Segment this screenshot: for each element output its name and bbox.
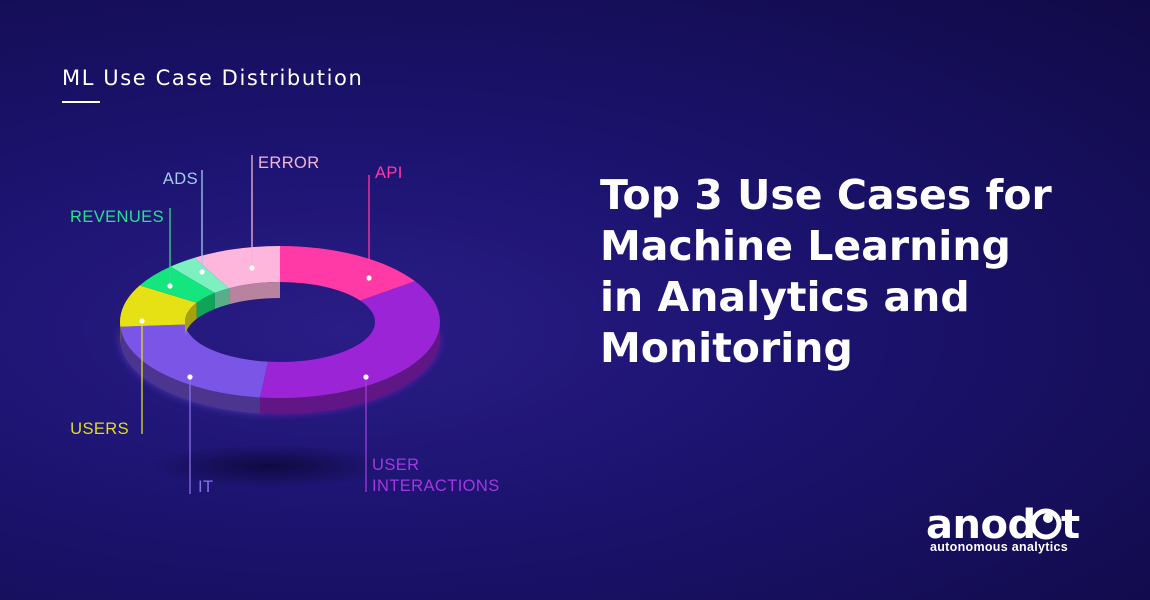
- slice-ads: [170, 257, 230, 293]
- anodot-logo: anod t: [926, 502, 1080, 548]
- label-error: ERROR: [258, 154, 320, 172]
- leader-dot-user-interactions: [363, 374, 369, 380]
- slice-error: [194, 246, 280, 289]
- leader-dot-api: [366, 275, 372, 281]
- brand-tagline: autonomous analytics: [930, 540, 1068, 554]
- side-user-interactions: [259, 322, 441, 415]
- inner-wall-ads: [214, 288, 230, 309]
- donut-chart: API USER INTERACTIONS IT USERS REVENUES ADS ERR…: [70, 154, 500, 496]
- chart-subtitle: ML Use Case Distribution: [62, 66, 364, 90]
- inner-wall-revenues: [196, 292, 215, 319]
- slice-user-interactions: [259, 281, 441, 399]
- logo-wordmark: anod: [926, 502, 1036, 548]
- slice-revenues: [139, 266, 215, 303]
- headline-line-3: in Analytics and: [600, 273, 970, 321]
- slice-it: [120, 324, 269, 398]
- leader-dot-ads: [199, 269, 205, 275]
- inner-wall-error: [229, 282, 280, 305]
- label-users: USERS: [70, 420, 129, 438]
- leader-dot-revenues: [167, 283, 173, 289]
- label-user-interactions-part-1: USER: [372, 456, 419, 474]
- logo-wordmark-end: t: [1061, 502, 1080, 548]
- leader-dot-it: [187, 374, 193, 380]
- chart-shadow: [150, 444, 390, 488]
- label-api: API: [375, 164, 403, 182]
- logo-eye-icon: [1030, 508, 1062, 540]
- leader-dot-error: [249, 265, 255, 271]
- label-user-interactions: USER INTERACTIONS: [372, 456, 500, 495]
- headline: Top 3 Use Cases for Machine Learning in …: [600, 170, 1120, 374]
- slice-users: [120, 285, 197, 327]
- label-revenues: REVENUES: [70, 208, 164, 226]
- subtitle-underline: [62, 101, 100, 103]
- label-it: IT: [198, 478, 213, 496]
- inner-wall-users: [185, 302, 197, 338]
- label-ads: ADS: [163, 170, 198, 188]
- slice-api: [280, 246, 416, 301]
- headline-line-2: Machine Learning: [600, 222, 1011, 270]
- headline-line-1: Top 3 Use Cases for: [600, 171, 1052, 219]
- leader-dot-users: [139, 318, 145, 324]
- label-user-interactions-part-2: INTERACTIONS: [372, 477, 500, 495]
- headline-line-4: Monitoring: [600, 324, 853, 372]
